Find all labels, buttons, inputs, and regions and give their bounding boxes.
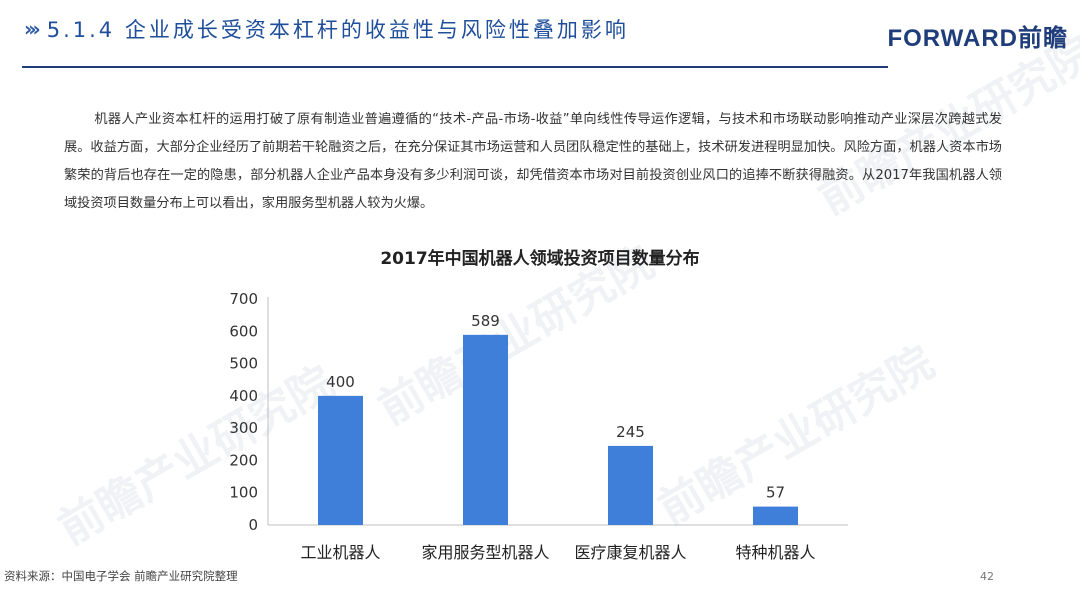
- title-block: ››› 5.1.4 企业成长受资本杠杆的收益性与风险性叠加影响: [24, 14, 629, 44]
- y-tick-label: 300: [229, 419, 258, 437]
- data-label: 245: [616, 423, 645, 441]
- brand-logo: FORWARD前瞻: [887, 25, 1068, 52]
- x-tick-label: 特种机器人: [735, 543, 815, 562]
- y-tick-label: 500: [229, 355, 258, 373]
- chart-title: 2017年中国机器人领域投资项目数量分布: [380, 249, 700, 269]
- y-tick-label: 700: [229, 290, 258, 308]
- data-label: 400: [326, 373, 355, 391]
- x-tick-label: 工业机器人: [300, 543, 380, 562]
- data-label: 57: [766, 484, 785, 502]
- y-tick-label: 400: [229, 387, 258, 405]
- slide-header: ››› 5.1.4 企业成长受资本杠杆的收益性与风险性叠加影响 FORWARD前…: [0, 0, 1080, 70]
- x-tick-label: 家用服务型机器人: [421, 543, 549, 562]
- y-tick-label: 0: [248, 516, 258, 534]
- body-text: 机器人产业资本杠杆的运用打破了原有制造业普遍遵循的“技术-产品-市场-收益”单向…: [64, 112, 1002, 211]
- chevrons-icon: ›››: [24, 17, 41, 41]
- slide-title: 5.1.4 企业成长受资本杠杆的收益性与风险性叠加影响: [46, 18, 629, 42]
- body-paragraph: 机器人产业资本杠杆的运用打破了原有制造业普遍遵循的“技术-产品-市场-收益”单向…: [64, 106, 1002, 218]
- data-label: 589: [471, 312, 500, 330]
- bar: [318, 395, 363, 525]
- bar: [608, 445, 653, 525]
- x-tick-label: 医疗康复机器人: [574, 543, 686, 562]
- header-divider: [22, 66, 888, 68]
- y-tick-label: 200: [229, 451, 258, 469]
- source-note: 资料来源：中国电子学会 前瞻产业研究院整理: [4, 569, 238, 583]
- y-tick-label: 100: [229, 484, 258, 502]
- bar: [463, 334, 508, 525]
- y-tick-label: 600: [229, 322, 258, 340]
- page-number: 42: [980, 570, 994, 583]
- bar: [753, 506, 798, 525]
